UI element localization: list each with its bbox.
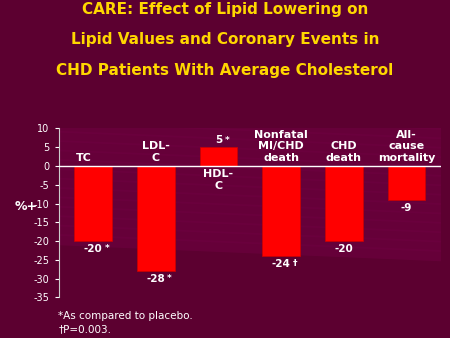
Text: †: †: [292, 259, 297, 268]
Y-axis label: %+: %+: [15, 200, 38, 213]
Text: 5: 5: [215, 135, 222, 145]
Bar: [137, 166, 175, 271]
Text: HDL-
C: HDL- C: [203, 169, 234, 191]
Text: -20: -20: [334, 244, 353, 254]
Bar: [325, 166, 363, 241]
Text: CHD Patients With Average Cholesterol: CHD Patients With Average Cholesterol: [56, 63, 394, 77]
Bar: [200, 147, 237, 166]
Text: †P=0.003.: †P=0.003.: [58, 324, 112, 335]
Text: Lipid Values and Coronary Events in: Lipid Values and Coronary Events in: [71, 32, 379, 47]
Text: *As compared to placebo.: *As compared to placebo.: [58, 311, 193, 321]
Text: CARE: Effect of Lipid Lowering on: CARE: Effect of Lipid Lowering on: [82, 2, 368, 17]
Text: TC: TC: [76, 153, 91, 163]
Text: Nonfatal
MI/CHD
death: Nonfatal MI/CHD death: [254, 130, 308, 163]
Text: -28: -28: [146, 274, 165, 284]
Bar: [74, 166, 112, 241]
Text: -9: -9: [401, 203, 412, 213]
Text: LDL-
C: LDL- C: [142, 141, 170, 163]
Text: *: *: [104, 244, 109, 253]
Bar: [388, 166, 425, 200]
Text: -24: -24: [272, 259, 291, 269]
Text: CHD
death: CHD death: [326, 141, 362, 163]
Text: All-
cause
mortality: All- cause mortality: [378, 130, 435, 163]
Text: -20: -20: [84, 244, 102, 254]
Text: *: *: [167, 274, 172, 283]
Text: *: *: [225, 136, 229, 145]
Bar: [262, 166, 300, 256]
